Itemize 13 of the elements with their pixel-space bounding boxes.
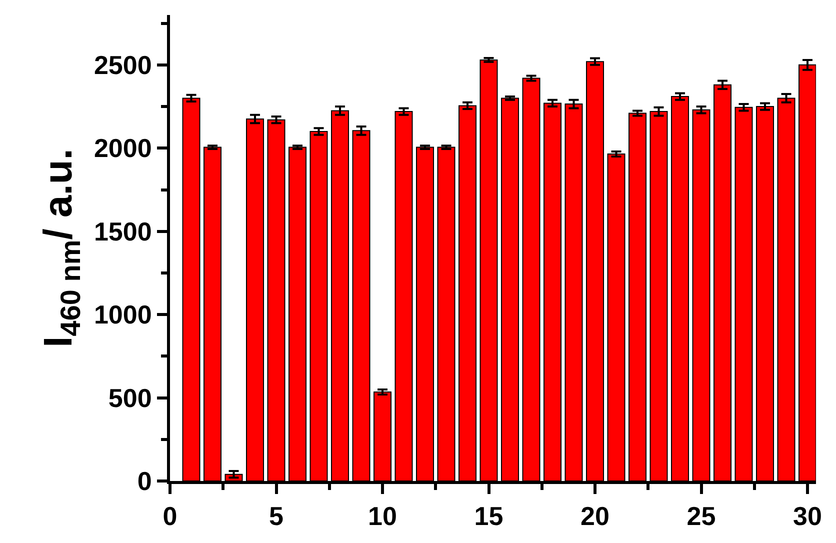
x-tick-label: 5	[269, 501, 284, 532]
y-tick-label: 500	[108, 382, 152, 413]
y-tick-label: 0	[137, 466, 152, 496]
y-tick-label: 1500	[94, 216, 152, 246]
x-tick-label: 30	[793, 501, 822, 532]
x-tick-label: 10	[368, 501, 397, 532]
x-tick-label: 0	[162, 501, 178, 532]
x-tick-label: 20	[580, 501, 610, 532]
y-tick-label: 2500	[94, 50, 152, 80]
x-tick-label: 25	[686, 501, 716, 532]
y-tick-label: 2000	[94, 133, 152, 164]
y-tick-label: 1000	[94, 300, 152, 330]
x-tick-label: 15	[474, 501, 504, 532]
